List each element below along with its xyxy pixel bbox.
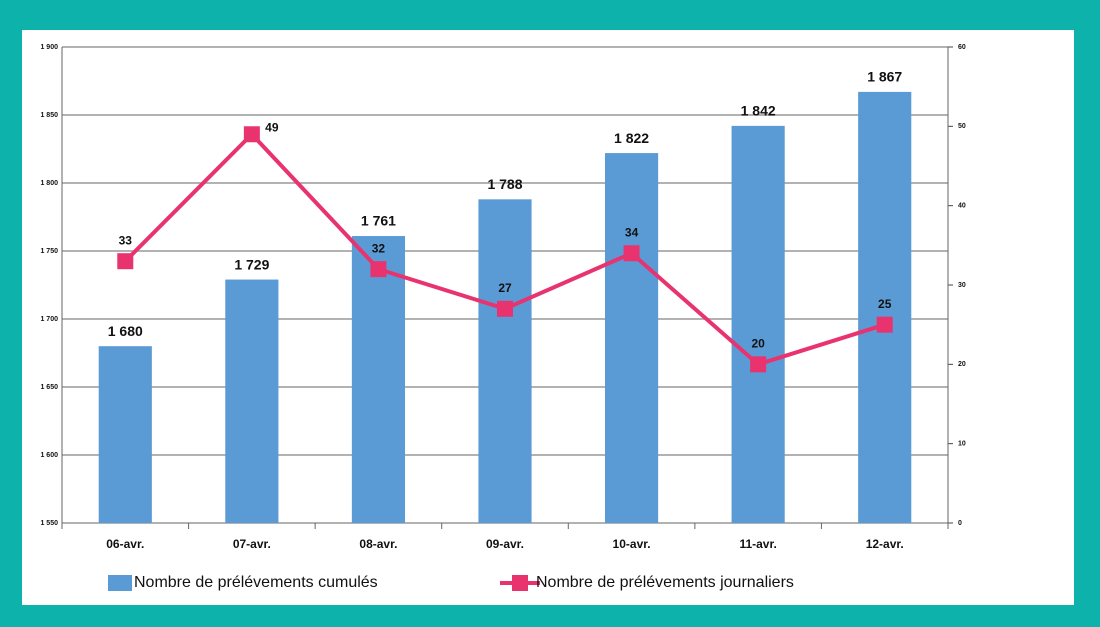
bar-value-label: 1 680 bbox=[108, 323, 143, 339]
line-marker bbox=[876, 316, 893, 333]
legend-label: Nombre de prélévements journaliers bbox=[536, 574, 794, 591]
y-tick-label: 1 550 bbox=[40, 520, 58, 527]
y-tick-label: 1 800 bbox=[40, 180, 58, 187]
legend-swatch bbox=[512, 575, 528, 591]
x-tick-label: 07-avr. bbox=[233, 537, 271, 551]
line-value-label: 20 bbox=[751, 337, 765, 351]
line-value-label: 32 bbox=[372, 241, 386, 255]
y2-tick-label: 50 bbox=[958, 123, 966, 130]
x-tick-label: 11-avr. bbox=[739, 537, 776, 551]
line-marker bbox=[497, 300, 513, 317]
y-tick-label: 1 900 bbox=[40, 44, 58, 51]
line-value-label: 34 bbox=[625, 225, 639, 239]
x-tick-label: 10-avr. bbox=[613, 537, 651, 551]
y-tick-label: 1 850 bbox=[40, 112, 58, 119]
legend-label: Nombre de prélévements cumulés bbox=[134, 574, 378, 591]
panel bbox=[22, 30, 1074, 605]
y2-tick-label: 20 bbox=[958, 361, 966, 368]
y2-tick-label: 60 bbox=[958, 44, 966, 51]
bar-value-label: 1 842 bbox=[741, 103, 776, 119]
bar-value-label: 1 788 bbox=[487, 176, 522, 192]
line-marker bbox=[750, 356, 767, 373]
line-marker bbox=[243, 126, 260, 143]
bar bbox=[478, 199, 532, 523]
y2-tick-label: 10 bbox=[958, 441, 966, 448]
x-tick-label: 12-avr. bbox=[866, 537, 904, 551]
line-marker bbox=[370, 261, 387, 278]
line-value-label: 27 bbox=[498, 281, 512, 295]
line-value-label: 25 bbox=[878, 297, 892, 311]
x-tick-label: 09-avr. bbox=[486, 537, 524, 551]
bar-value-label: 1 761 bbox=[361, 213, 396, 229]
line-value-label: 33 bbox=[119, 233, 133, 247]
y-tick-label: 1 750 bbox=[40, 248, 58, 255]
bar-value-label: 1 867 bbox=[867, 69, 902, 85]
y-tick-label: 1 650 bbox=[40, 384, 58, 391]
y2-tick-label: 0 bbox=[958, 520, 962, 527]
legend-swatch bbox=[108, 575, 132, 591]
y2-tick-label: 40 bbox=[958, 203, 966, 210]
bar bbox=[351, 236, 406, 524]
y-tick-label: 1 600 bbox=[40, 452, 58, 459]
bar-value-label: 1 729 bbox=[234, 256, 269, 272]
y-tick-label: 1 700 bbox=[40, 316, 58, 323]
bar bbox=[604, 153, 659, 523]
x-tick-label: 08-avr. bbox=[359, 537, 397, 551]
x-tick-label: 06-avr. bbox=[106, 537, 144, 551]
y2-tick-label: 30 bbox=[958, 282, 966, 289]
bar-value-label: 1 822 bbox=[614, 130, 649, 146]
bar bbox=[225, 279, 279, 523]
line-marker bbox=[623, 245, 640, 262]
bar bbox=[98, 346, 152, 523]
bar bbox=[731, 125, 785, 523]
line-marker bbox=[117, 253, 134, 270]
bar bbox=[858, 91, 912, 523]
line-value-label: 49 bbox=[265, 120, 279, 134]
